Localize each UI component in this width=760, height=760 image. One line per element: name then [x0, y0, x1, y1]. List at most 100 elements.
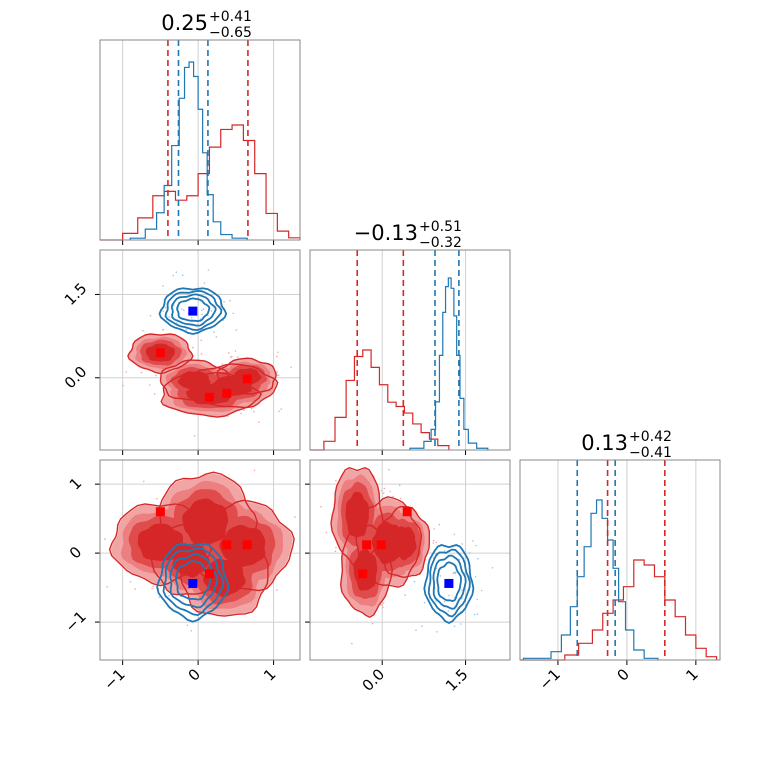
sample-dot	[156, 497, 158, 500]
x-tick-label: 0.0	[359, 665, 389, 695]
sample-dot	[294, 516, 296, 518]
sample-dot	[338, 440, 340, 442]
red-marker	[358, 569, 368, 579]
sample-dot	[480, 589, 483, 592]
sample-dot	[335, 546, 337, 549]
sample-dot	[476, 557, 479, 560]
title-plus-error: +0.51	[419, 219, 462, 235]
sample-dot	[433, 528, 435, 530]
sample-dot	[148, 384, 151, 386]
sample-dot	[223, 301, 225, 303]
sample-dot	[382, 492, 385, 494]
sample-dot	[155, 374, 157, 377]
x-tick-label: 0	[613, 665, 632, 684]
blue-contour-line	[176, 297, 211, 323]
sample-dot	[468, 552, 471, 554]
sample-dot	[232, 312, 234, 315]
contour-group	[122, 269, 292, 437]
sample-dot	[186, 624, 189, 627]
sample-dot	[168, 316, 170, 318]
sample-dot	[236, 441, 238, 443]
red-contour-line	[330, 466, 385, 569]
sample-dot	[277, 351, 279, 354]
red-histogram	[520, 559, 718, 661]
sample-dot	[413, 580, 416, 583]
titles-layer: 0.25 +0.41−0.65−0.13 +0.51−0.320.13 +0.42−0…	[161, 9, 672, 461]
sample-dot	[106, 586, 108, 588]
sample-dot	[383, 487, 386, 490]
sample-dot	[382, 602, 385, 604]
sample-dot	[276, 371, 278, 373]
red-marker	[155, 348, 165, 358]
sample-dot	[435, 600, 437, 602]
sample-dot	[461, 598, 463, 600]
sample-dot	[162, 310, 164, 312]
sample-dot	[351, 458, 353, 460]
panels-layer: −1 0 1 0.0 1.5 −1 0 1 −1 0 1 0.0 1.5	[61, 39, 721, 695]
sample-dot	[152, 585, 154, 588]
blue-contour-line	[436, 561, 463, 602]
sample-dot	[476, 613, 479, 615]
sample-dot	[240, 412, 242, 415]
sample-dot	[371, 622, 374, 625]
sample-dot	[242, 409, 245, 412]
sample-dot	[435, 541, 438, 544]
blue-contour-line	[423, 544, 475, 625]
sample-dot	[129, 581, 132, 583]
sample-dot	[229, 299, 231, 302]
sample-dot	[381, 604, 384, 606]
sample-dot	[461, 589, 463, 591]
x-tick-label: 1	[260, 665, 279, 684]
sample-dot	[399, 497, 402, 500]
sample-dot	[201, 313, 203, 316]
red-contour-line	[156, 471, 259, 575]
blue-contour-line	[162, 547, 225, 617]
sample-dot	[448, 594, 450, 597]
red-contour-line	[127, 333, 194, 375]
sample-dot	[173, 304, 175, 307]
sample-dot	[175, 271, 178, 274]
title-value: 0.13	[581, 431, 628, 455]
sample-dot	[398, 484, 401, 487]
red-marker	[242, 374, 252, 384]
title-value: 0.25	[161, 11, 208, 35]
sample-dot	[472, 540, 474, 542]
sample-dot	[151, 587, 153, 590]
title-minus-error: −0.65	[209, 25, 252, 41]
blue-contour-line	[158, 287, 228, 335]
sample-dot	[193, 435, 196, 437]
sample-dot	[438, 523, 441, 526]
red-marker	[242, 540, 252, 550]
sample-dot	[475, 544, 477, 547]
diag-panel-1	[309, 249, 511, 451]
sample-dot	[192, 346, 194, 349]
panel-2-1	[309, 459, 511, 661]
param-title-2: 0.13 +0.42−0.41	[581, 429, 672, 461]
sample-dot	[142, 330, 144, 332]
blue-marker	[444, 578, 454, 588]
blue-contour-line	[175, 560, 212, 601]
x-tick-label: 1.5	[442, 665, 472, 695]
sample-dot	[250, 407, 253, 410]
sample-dot	[162, 285, 164, 287]
sample-dot	[134, 588, 136, 590]
red-contour-line	[160, 371, 262, 418]
blue-contour-line	[427, 548, 471, 618]
sample-dot	[172, 274, 174, 277]
y-tick-label: 1.5	[61, 279, 91, 309]
blue-histogram	[129, 61, 248, 240]
sample-dot	[104, 538, 106, 540]
contour-group	[104, 441, 296, 632]
sample-dot	[436, 631, 438, 633]
sample-dot	[183, 309, 185, 312]
sample-dot	[443, 550, 446, 552]
x-tick-label: 0	[185, 665, 204, 684]
sample-dot	[474, 575, 477, 578]
red-contour-fill	[182, 498, 229, 545]
sample-dot	[203, 282, 206, 284]
red-contour-line	[355, 496, 423, 588]
sample-dot	[439, 575, 442, 577]
sample-dot	[276, 374, 278, 376]
sample-dot	[200, 353, 203, 355]
sample-dot	[443, 600, 446, 603]
